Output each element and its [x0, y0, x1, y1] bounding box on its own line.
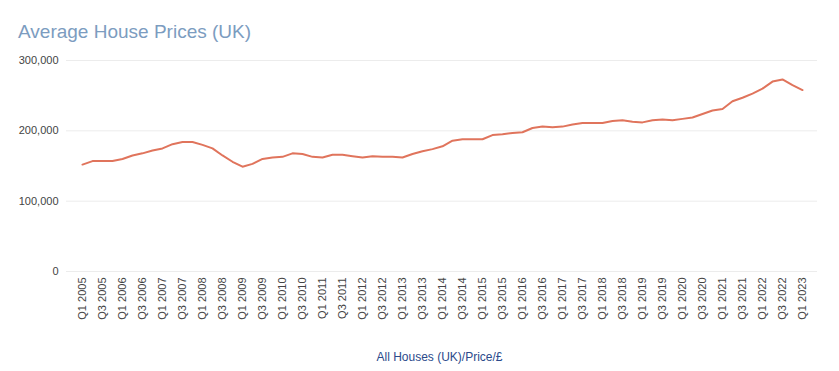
svg-text:Q1 2018: Q1 2018 [596, 278, 608, 320]
svg-text:Q3 2017: Q3 2017 [576, 278, 588, 320]
svg-text:0: 0 [52, 265, 58, 277]
svg-text:Q3 2016: Q3 2016 [536, 278, 548, 320]
svg-text:Q3 2019: Q3 2019 [656, 278, 668, 320]
svg-text:Q3 2009: Q3 2009 [256, 278, 268, 320]
svg-text:Q1 2021: Q1 2021 [716, 278, 728, 320]
svg-text:Q3 2006: Q3 2006 [136, 278, 148, 320]
svg-text:Q1 2013: Q1 2013 [396, 278, 408, 320]
svg-text:Q3 2013: Q3 2013 [416, 278, 428, 320]
svg-text:Q1 2005: Q1 2005 [76, 278, 88, 320]
svg-text:Q3 2015: Q3 2015 [496, 278, 508, 320]
svg-text:Q3 2021: Q3 2021 [736, 278, 748, 320]
svg-text:Q1 2020: Q1 2020 [676, 278, 688, 320]
svg-text:Q1 2023: Q1 2023 [796, 278, 808, 320]
html-text:All Houses (UK)/Price/£: All Houses (UK)/Price/£ [376, 350, 503, 364]
svg-text:Q1 2006: Q1 2006 [116, 278, 128, 320]
svg-text:Q1 2009: Q1 2009 [236, 278, 248, 320]
svg-text:Q3 2014: Q3 2014 [456, 278, 468, 320]
svg-text:Q3 2005: Q3 2005 [96, 278, 108, 320]
svg-text:300,000: 300,000 [19, 54, 59, 66]
html-text:Average House Prices (UK): Average House Prices (UK) [18, 21, 251, 42]
svg-text:Q3 2010: Q3 2010 [296, 278, 308, 320]
svg-text:Q3 2011: Q3 2011 [336, 278, 348, 319]
svg-text:Q3 2020: Q3 2020 [696, 278, 708, 320]
svg-text:Q1 2014: Q1 2014 [436, 278, 448, 320]
svg-text:Q1 2012: Q1 2012 [356, 278, 368, 320]
svg-text:Q3 2018: Q3 2018 [616, 278, 628, 320]
svg-text:200,000: 200,000 [19, 124, 59, 136]
svg-text:Q3 2022: Q3 2022 [776, 278, 788, 320]
svg-text:100,000: 100,000 [19, 195, 59, 207]
svg-text:Q3 2008: Q3 2008 [216, 278, 228, 320]
svg-text:Q1 2008: Q1 2008 [196, 278, 208, 320]
svg-text:Q1 2007: Q1 2007 [156, 278, 168, 320]
svg-text:Q1 2017: Q1 2017 [556, 278, 568, 320]
svg-text:Q1 2022: Q1 2022 [756, 278, 768, 320]
svg-text:Q1 2019: Q1 2019 [636, 278, 648, 320]
svg-text:Q1 2010: Q1 2010 [276, 278, 288, 320]
svg-text:Q3 2007: Q3 2007 [176, 278, 188, 320]
svg-text:Q1 2015: Q1 2015 [476, 278, 488, 320]
svg-text:Q1 2016: Q1 2016 [516, 278, 528, 320]
svg-text:Q3 2012: Q3 2012 [376, 278, 388, 320]
svg-text:Q1 2011: Q1 2011 [316, 278, 328, 319]
